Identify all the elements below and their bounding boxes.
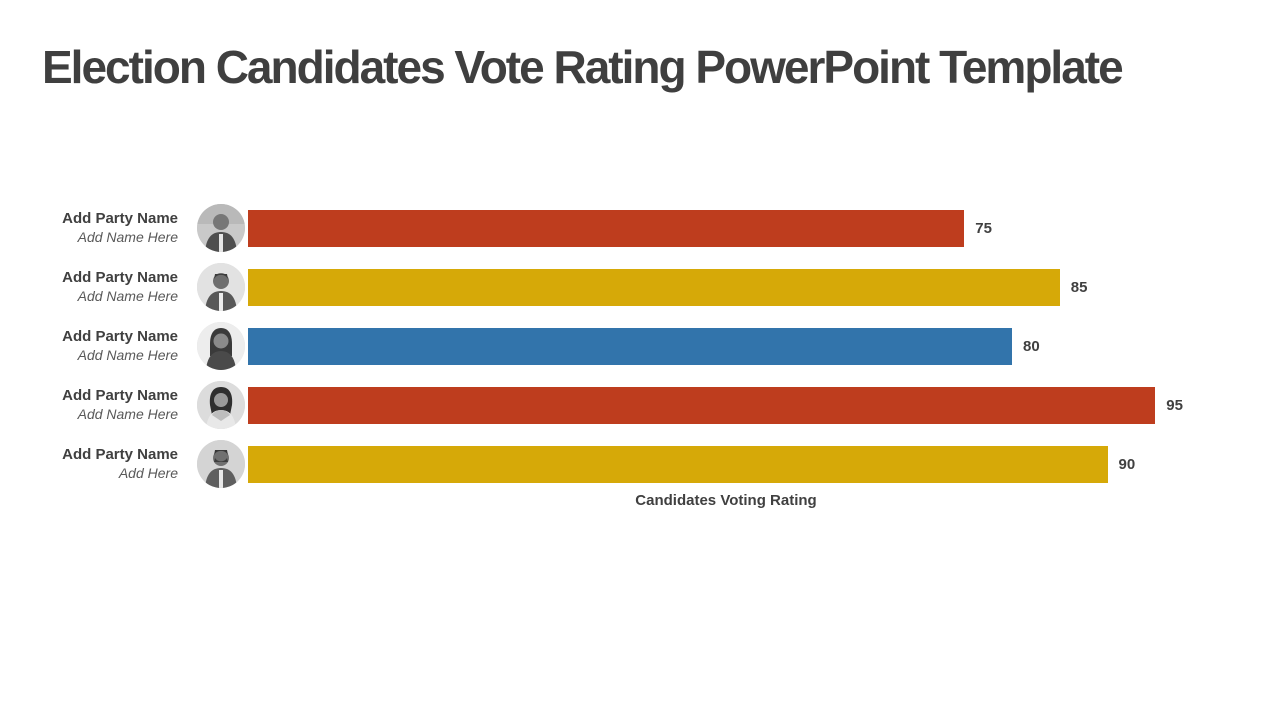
party-name-label: Add Party Name [62,387,178,404]
x-axis-label: Candidates Voting Rating [635,492,817,509]
candidate-row: Add Party Name Add Name Here 80 [0,317,1280,376]
party-name-label: Add Party Name [62,269,178,286]
candidate-labels: Add Party Name Add Name Here [0,269,178,305]
candidate-row: Add Party Name Add Name Here 75 [0,199,1280,258]
rating-value: 80 [1023,338,1040,355]
rating-bar [248,387,1156,424]
rating-bar [248,446,1108,483]
rating-bar [248,210,965,247]
candidate-avatar-icon [197,440,245,488]
candidate-avatar-icon [197,263,245,311]
rating-bar [248,328,1012,365]
rating-value: 90 [1118,456,1136,473]
candidate-name-label: Add Here [118,465,178,481]
candidate-avatar-icon [197,322,245,370]
candidate-name-label: Add Name Here [77,406,178,422]
candidate-name-label: Add Name Here [77,229,178,245]
rating-value: 75 [975,220,992,237]
candidate-name-label: Add Name Here [77,347,178,363]
party-name-label: Add Party Name [62,446,178,463]
candidate-row: Add Party Name Add Here 90 [0,435,1280,494]
rating-value: 95 [1166,397,1183,414]
candidate-name-label: Add Name Here [77,288,178,304]
candidate-labels: Add Party Name Add Name Here [0,387,178,423]
candidate-labels: Add Party Name Add Name Here [0,328,178,364]
candidate-row: Add Party Name Add Name Here 85 [0,258,1280,317]
candidate-row: Add Party Name Add Name Here 95 [0,376,1280,435]
candidate-avatar-icon [197,381,245,429]
candidate-labels: Add Party Name Add Here [0,446,178,482]
candidate-labels: Add Party Name Add Name Here [0,210,178,246]
party-name-label: Add Party Name [62,210,178,227]
party-name-label: Add Party Name [62,328,178,345]
rating-value: 85 [1070,279,1088,296]
rating-bar [248,269,1060,306]
page-title: Election Candidates Vote Rating PowerPoi… [42,41,1124,93]
candidate-avatar-icon [197,204,245,252]
